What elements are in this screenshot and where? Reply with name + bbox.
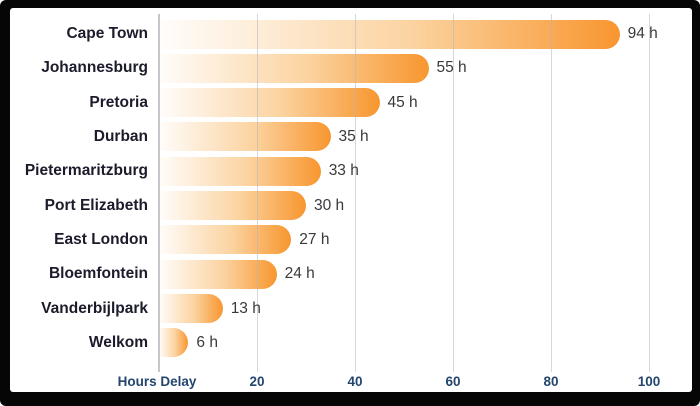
value-label: 6 h <box>196 333 218 351</box>
category-label: Pretoria <box>89 93 148 111</box>
x-tick-label: 100 <box>637 374 661 389</box>
category-label: Port Elizabeth <box>44 196 148 214</box>
bar <box>159 156 321 186</box>
value-label: 13 h <box>230 299 261 317</box>
category-label: Vanderbijlpark <box>41 299 148 317</box>
category-label: Durban <box>93 127 148 145</box>
bar-chart-panel: 20 40 60 80 100 Cape Town 94 h Johannesburg 55 h… <box>10 8 692 392</box>
bar <box>159 53 429 83</box>
x-tick-label: 60 <box>445 374 461 389</box>
bar <box>159 225 292 255</box>
value-label: 35 h <box>338 127 369 145</box>
value-label: 45 h <box>387 93 418 111</box>
bar <box>159 191 306 221</box>
bar <box>159 122 331 152</box>
category-label: East London <box>54 230 148 248</box>
category-label: Pietermaritzburg <box>24 162 148 180</box>
value-label: 94 h <box>627 25 658 42</box>
bar <box>159 19 620 49</box>
bar <box>159 88 380 118</box>
x-tick-label: 80 <box>543 374 559 389</box>
category-label: Cape Town <box>66 25 148 42</box>
bar <box>159 328 189 358</box>
gridline <box>550 14 552 372</box>
bar <box>159 294 223 324</box>
value-label: 27 h <box>299 230 330 248</box>
category-label: Welkom <box>88 333 148 351</box>
value-label: 55 h <box>436 59 467 77</box>
x-axis-title: Hours Delay <box>117 374 197 389</box>
bar <box>159 259 277 289</box>
value-label: 30 h <box>314 196 345 214</box>
value-label: 33 h <box>328 162 359 180</box>
value-label: 24 h <box>284 265 315 283</box>
y-axis-line <box>157 14 160 372</box>
x-tick-label: 20 <box>249 374 265 389</box>
category-label: Johannesburg <box>41 59 148 77</box>
gridline <box>648 14 650 372</box>
category-label: Bloemfontein <box>48 265 148 283</box>
x-tick-label: 40 <box>347 374 363 389</box>
